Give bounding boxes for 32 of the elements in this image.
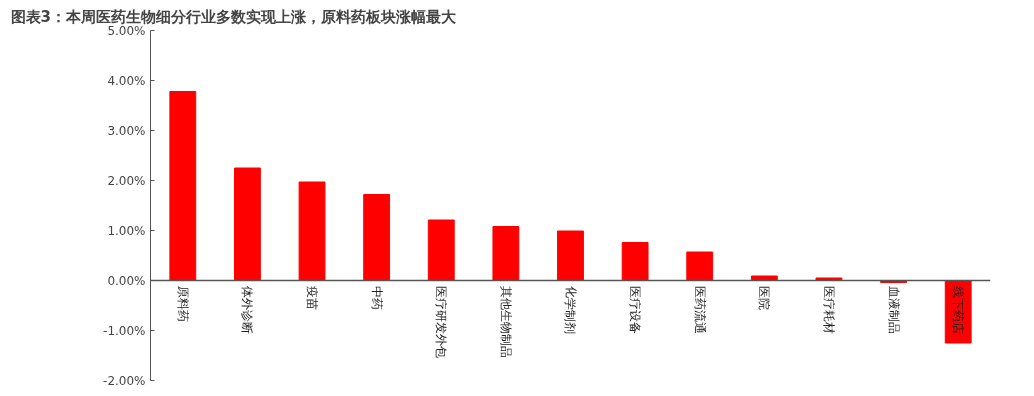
bar bbox=[234, 167, 261, 281]
chart-title: 图表3：本周医药生物细分行业多数实现上涨，原料药板块涨幅最大 bbox=[10, 7, 457, 26]
y-tick-label: 2.00% bbox=[107, 173, 146, 188]
x-tick-label: 中药 bbox=[369, 286, 384, 311]
y-tick-label: 1.00% bbox=[107, 223, 146, 238]
y-tick-label: -1.00% bbox=[103, 323, 146, 338]
x-tick-label: 医院 bbox=[757, 286, 772, 311]
x-tick-label: 医疗耗材 bbox=[821, 286, 836, 335]
x-tick-label: 原料药 bbox=[175, 286, 190, 323]
x-tick-label: 化学制剂 bbox=[563, 286, 578, 335]
bar bbox=[169, 91, 197, 281]
x-tick-label: 其他生物制品 bbox=[498, 286, 513, 359]
bar bbox=[750, 275, 778, 281]
x-tick-label: 血液制品 bbox=[886, 286, 901, 335]
bar bbox=[427, 219, 455, 281]
y-tick-label: 4.00% bbox=[107, 73, 146, 88]
bar bbox=[492, 226, 520, 281]
x-tick-label: 体外诊断 bbox=[240, 286, 255, 335]
y-tick-label: 0.00% bbox=[107, 273, 146, 288]
x-tick-label: 线下药店 bbox=[951, 286, 966, 335]
bar bbox=[557, 230, 584, 281]
y-tick-label: 5.00% bbox=[107, 23, 146, 38]
x-tick-label: 疫苗 bbox=[305, 286, 320, 311]
bar bbox=[363, 194, 391, 281]
y-tick-label: -2.00% bbox=[103, 373, 146, 388]
x-tick-label: 医药流通 bbox=[692, 286, 707, 335]
bar bbox=[621, 242, 649, 281]
x-tick-label: 医疗研发外包 bbox=[434, 286, 449, 359]
y-tick-label: 3.00% bbox=[107, 123, 146, 138]
bar bbox=[686, 251, 714, 281]
bar bbox=[298, 181, 326, 281]
x-tick-label: 医疗设备 bbox=[628, 286, 643, 335]
